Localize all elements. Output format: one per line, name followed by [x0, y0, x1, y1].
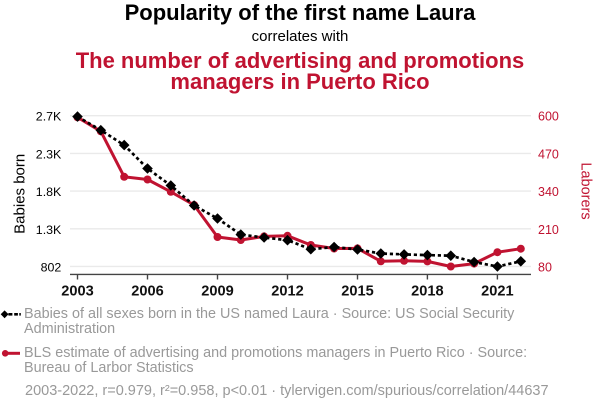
- svg-text:2021: 2021: [481, 283, 513, 299]
- svg-text:2018: 2018: [411, 283, 443, 299]
- svg-text:600: 600: [538, 110, 559, 124]
- svg-text:2015: 2015: [341, 283, 373, 299]
- svg-text:210: 210: [538, 223, 559, 237]
- svg-text:Babies born: Babies born: [11, 154, 28, 234]
- svg-text:470: 470: [538, 147, 559, 161]
- svg-text:802: 802: [41, 260, 62, 274]
- svg-text:2006: 2006: [131, 283, 163, 299]
- svg-text:2003: 2003: [61, 283, 93, 299]
- svg-text:80: 80: [538, 260, 552, 274]
- svg-text:2.7K: 2.7K: [36, 110, 62, 124]
- svg-text:2.3K: 2.3K: [36, 147, 62, 161]
- svg-text:1.8K: 1.8K: [36, 185, 62, 199]
- svg-text:Laborers: Laborers: [578, 162, 594, 219]
- svg-text:2012: 2012: [271, 283, 303, 299]
- svg-text:1.3K: 1.3K: [36, 223, 62, 237]
- svg-text:340: 340: [538, 185, 559, 199]
- svg-text:2009: 2009: [201, 283, 233, 299]
